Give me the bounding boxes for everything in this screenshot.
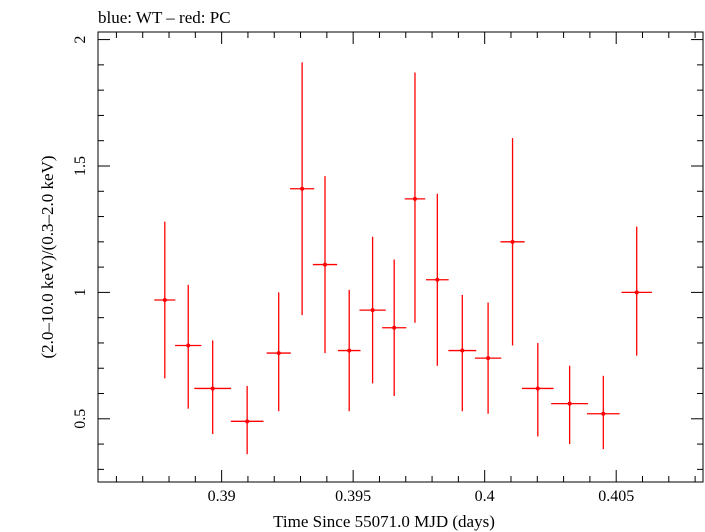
point-marker [601, 411, 606, 416]
point-marker [567, 401, 572, 406]
data-point [404, 72, 426, 323]
y-axis-label: (2.0–10.0 keV)/(0.3–2.0 keV) [38, 155, 57, 358]
point-marker [162, 297, 167, 302]
plot-frame [97, 31, 704, 483]
x-tick-label: 0.39 [208, 488, 236, 505]
x-tick-labels: 0.39 0.395 0.4 0.405 [208, 488, 635, 505]
data-point [426, 193, 449, 366]
data-point [194, 340, 232, 434]
y-tick-label: 1.5 [72, 156, 89, 176]
data-point [266, 292, 291, 412]
point-marker [486, 356, 491, 361]
x-tick-label: 0.395 [335, 488, 371, 505]
point-marker [535, 386, 540, 391]
data-point [448, 294, 477, 412]
point-marker [392, 325, 397, 330]
x-tick-label: 0.405 [598, 488, 634, 505]
data-point [500, 138, 525, 346]
point-marker [412, 196, 417, 201]
point-marker [370, 308, 375, 313]
point-marker [186, 343, 191, 348]
point-marker [460, 348, 465, 353]
data-point [359, 236, 386, 384]
data-point [382, 259, 407, 397]
data-point [586, 375, 620, 450]
chart-title: blue: WT – red: PC [98, 8, 231, 27]
data-point [522, 342, 554, 437]
data-point [154, 221, 176, 379]
point-marker [300, 186, 305, 191]
point-marker [510, 239, 515, 244]
data-point [312, 176, 338, 354]
data-point [230, 385, 264, 455]
y-tick-label: 2 [72, 36, 89, 44]
point-marker [634, 290, 639, 295]
y-tick-label: 1 [72, 288, 89, 296]
y-tick-label: 0.5 [72, 409, 89, 429]
point-marker [323, 262, 328, 267]
point-marker [347, 348, 352, 353]
x-tick-label: 0.4 [475, 488, 495, 505]
data-point [621, 226, 652, 356]
point-marker [245, 419, 250, 424]
y-tick-labels: 0.5 1 1.5 2 [72, 36, 89, 429]
point-marker [276, 351, 281, 356]
data-points [154, 62, 652, 455]
data-point [551, 365, 589, 445]
data-point [474, 302, 502, 414]
axis-ticks [98, 32, 703, 482]
data-point [337, 289, 361, 412]
data-point [290, 62, 315, 316]
point-marker [210, 386, 215, 391]
point-marker [435, 277, 440, 282]
data-point [175, 284, 202, 409]
x-axis-label: Time Since 55071.0 MJD (days) [273, 512, 495, 531]
